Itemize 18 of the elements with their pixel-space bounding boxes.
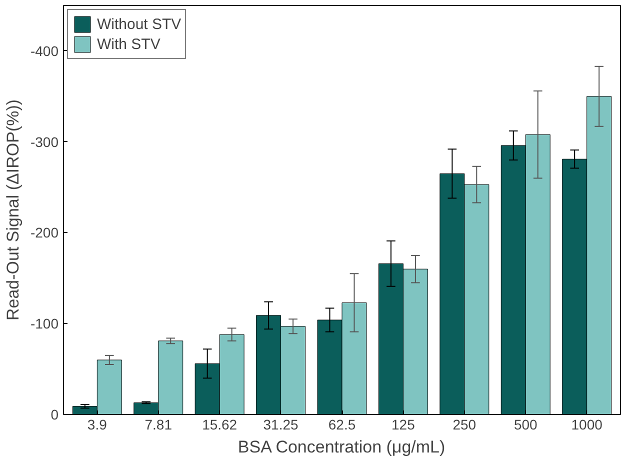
x-tick-label: 15.62 — [202, 416, 238, 432]
y-axis-title: Read-Out Signal (ΔIROP(%)) — [3, 99, 22, 321]
x-tick-label: 3.9 — [87, 416, 108, 432]
y-tick-label: -100 — [30, 316, 59, 332]
x-tick-label: 500 — [514, 416, 538, 432]
x-tick-label: 250 — [452, 416, 476, 432]
y-tick-label: 0 — [50, 406, 59, 422]
y-tick-label: -200 — [30, 224, 59, 241]
x-tick-label: 62.5 — [328, 416, 356, 432]
y-tick-label: -300 — [30, 134, 59, 150]
x-axis-title: BSA Concentration (μg/mL) — [238, 438, 446, 456]
legend-label: With STV — [97, 36, 160, 52]
x-tick-label: 31.25 — [263, 416, 299, 432]
x-tick-label: 125 — [392, 416, 416, 432]
x-tick-label: 1000 — [571, 416, 603, 432]
y-tick-label: -400 — [30, 42, 59, 59]
legend-label: Without STV — [97, 16, 182, 32]
x-tick-label: 7.81 — [144, 416, 172, 432]
